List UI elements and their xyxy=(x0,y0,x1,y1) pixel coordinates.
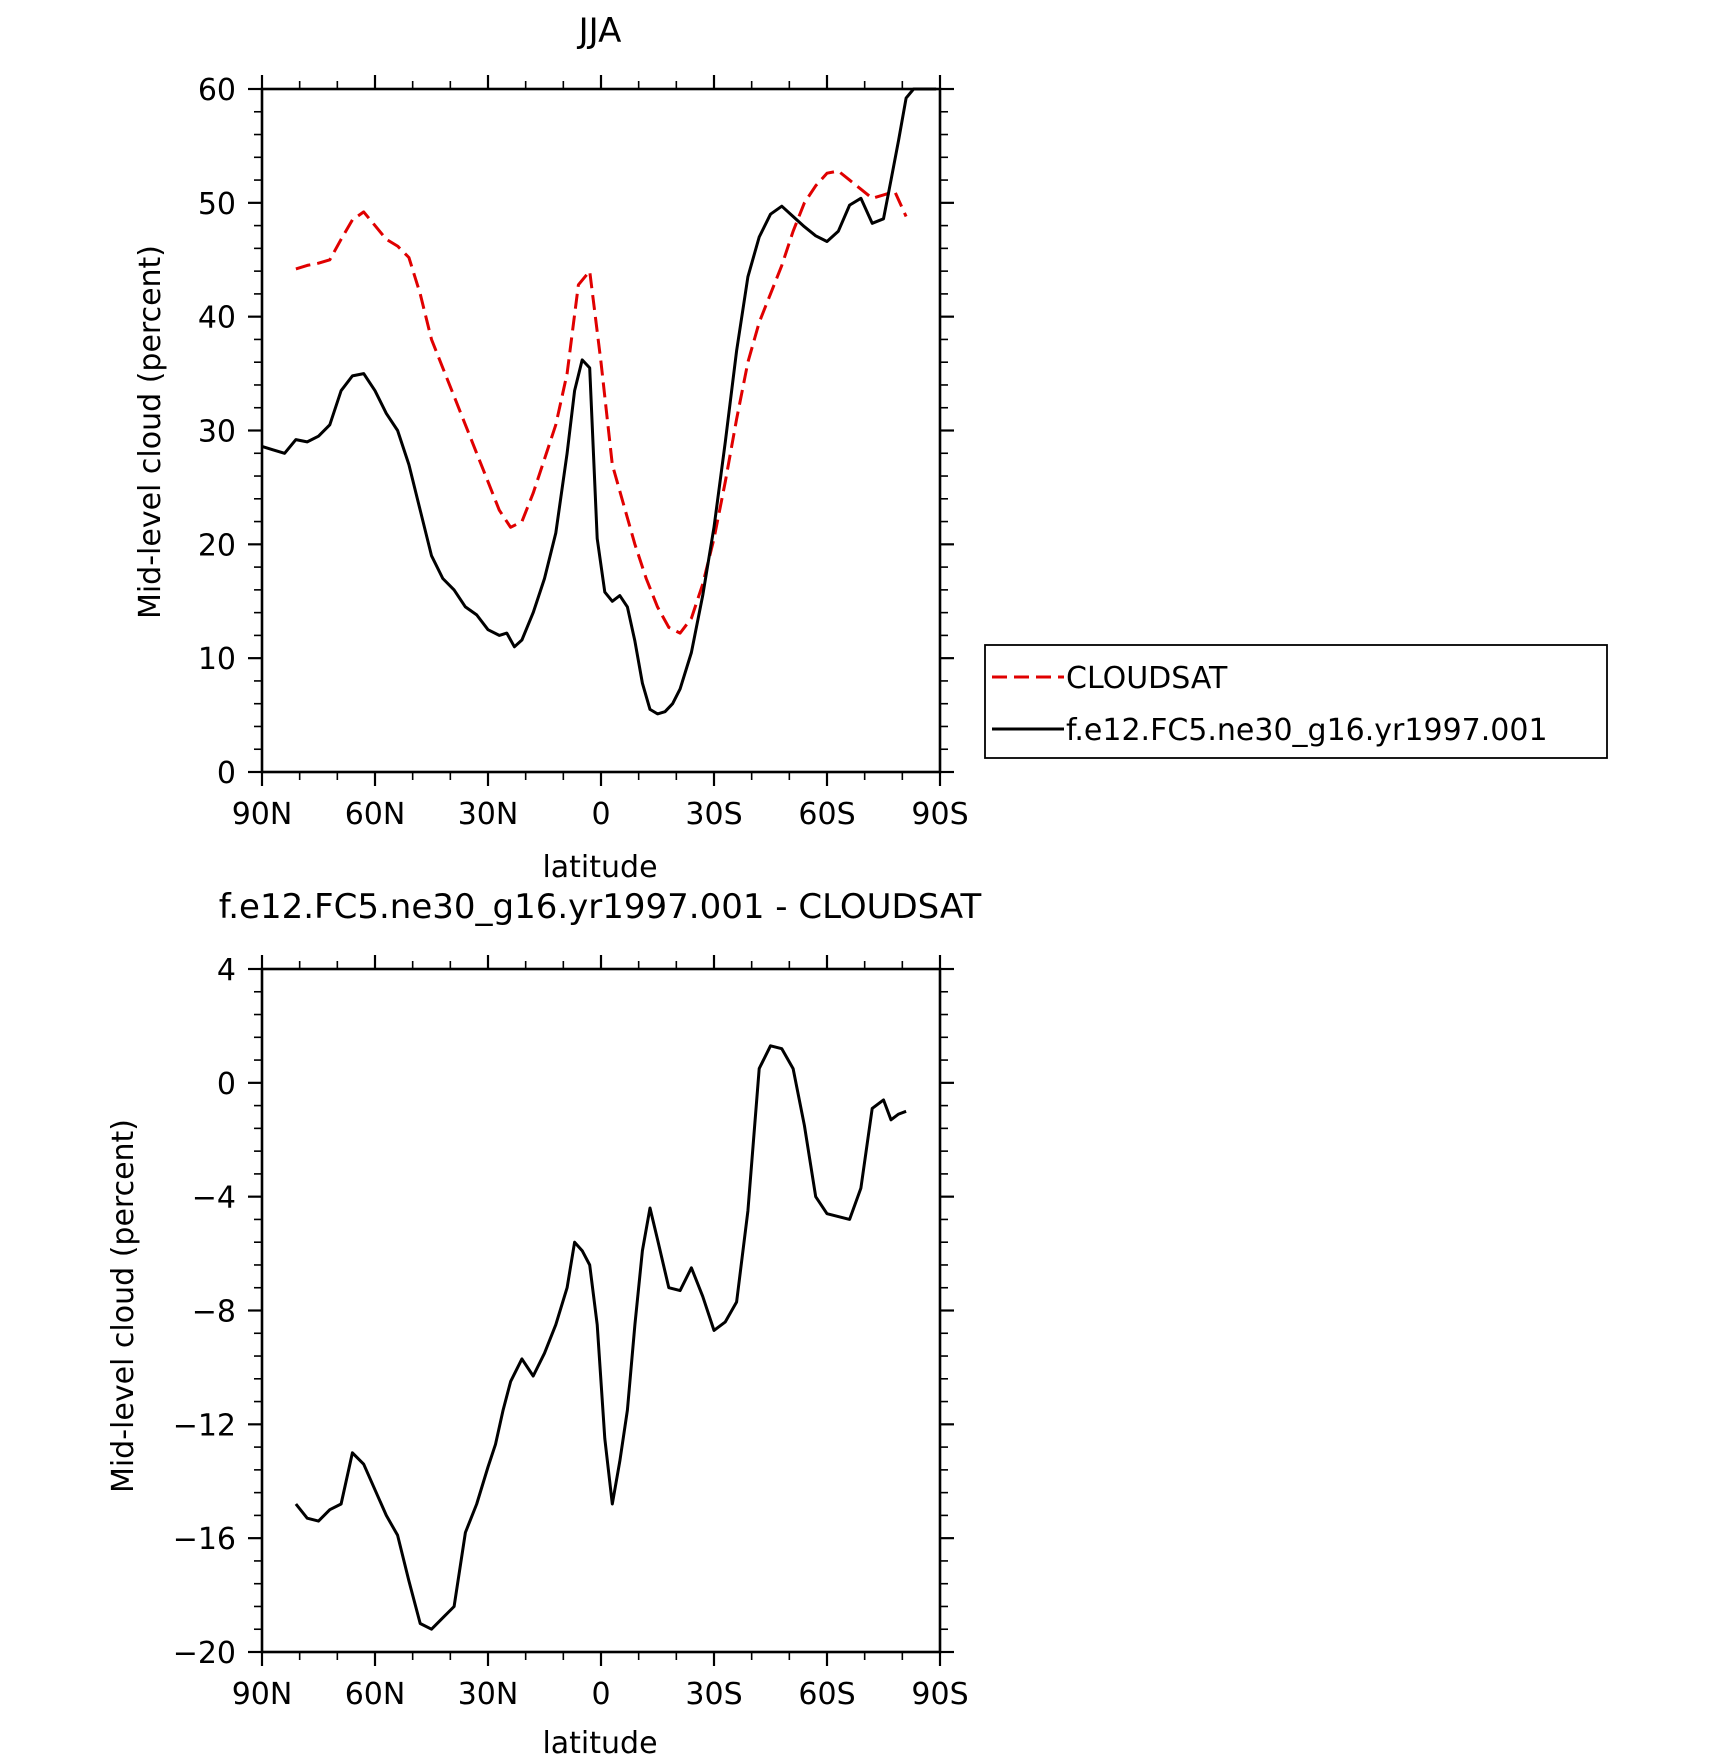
top-chart-y-axis-label: Mid-level cloud (percent) xyxy=(133,245,168,619)
top-chart-x-tick-label: 60N xyxy=(345,797,406,832)
top-chart-y-tick-label: 50 xyxy=(198,187,236,222)
top-chart-x-tick-label: 90N xyxy=(232,797,293,832)
top-chart-y-tick-label: 60 xyxy=(198,73,236,108)
top-chart-series-line-cloudsat xyxy=(295,169,908,635)
legend-label-model: f.e12.FC5.ne30_g16.yr1997.001 xyxy=(1066,713,1548,748)
bottom-chart-y-tick-label: −4 xyxy=(192,1181,236,1216)
bottom-chart-y-tick-label: −8 xyxy=(192,1295,236,1330)
bottom-chart-y-tick-label: −12 xyxy=(173,1408,236,1443)
bottom-chart-y-tick-label: −20 xyxy=(173,1636,236,1671)
bottom-chart-x-tick-label: 60N xyxy=(345,1677,406,1712)
bottom-chart-x-tick-label: 30S xyxy=(685,1677,742,1712)
bottom-chart-x-tick-label: 60S xyxy=(798,1677,855,1712)
top-chart-y-tick-label: 10 xyxy=(198,642,236,677)
legend-label-cloudsat: CLOUDSAT xyxy=(1066,661,1228,696)
top-chart-y-tick-label: 0 xyxy=(217,756,236,791)
legend-box xyxy=(984,644,1608,759)
bottom-chart-x-tick-label: 90N xyxy=(232,1677,293,1712)
bottom-chart-y-tick-label: −16 xyxy=(173,1522,236,1557)
bottom-chart-y-tick-label: 0 xyxy=(217,1067,236,1102)
top-chart-x-tick-label: 60S xyxy=(798,797,855,832)
legend: CLOUDSAT f.e12.FC5.ne30_g16.yr1997.001 xyxy=(984,644,1608,759)
bottom-chart-x-tick-label: 30N xyxy=(458,1677,519,1712)
top-chart-x-tick-label: 0 xyxy=(591,797,610,832)
bottom-chart-x-tick-label: 0 xyxy=(591,1677,610,1712)
top-chart-plot-frame xyxy=(260,87,942,774)
top-chart-series-line-f-e12-fc5-ne30-g16-yr1997-001 xyxy=(262,87,937,716)
bottom-chart-y-axis-label: Mid-level cloud (percent) xyxy=(106,1119,141,1493)
top-chart-title: JJA xyxy=(577,11,622,51)
top-chart-y-tick-label: 30 xyxy=(198,415,236,450)
bottom-chart-y-tick-label: 4 xyxy=(217,953,236,988)
bottom-chart-x-axis-label: latitude xyxy=(542,1726,657,1761)
top-chart-y-tick-label: 20 xyxy=(198,528,236,563)
bottom-chart-plot-frame xyxy=(260,967,942,1654)
top-chart-x-tick-label: 30N xyxy=(458,797,519,832)
top-chart-y-tick-label: 40 xyxy=(198,301,236,336)
top-chart-x-tick-label: 30S xyxy=(685,797,742,832)
top-chart-x-axis-label: latitude xyxy=(542,850,657,885)
bottom-chart-x-tick-label: 90S xyxy=(911,1677,968,1712)
bottom-chart-panel: f.e12.FC5.ne30_g16.yr1997.001 - CLOUDSAT… xyxy=(106,887,981,1761)
top-chart-x-tick-label: 90S xyxy=(911,797,968,832)
bottom-chart-title: f.e12.FC5.ne30_g16.yr1997.001 - CLOUDSAT xyxy=(219,887,982,927)
bottom-chart-series-line-0 xyxy=(294,1044,907,1631)
top-chart-panel: JJA Mid-level cloud (percent) latitude 9… xyxy=(133,11,969,885)
